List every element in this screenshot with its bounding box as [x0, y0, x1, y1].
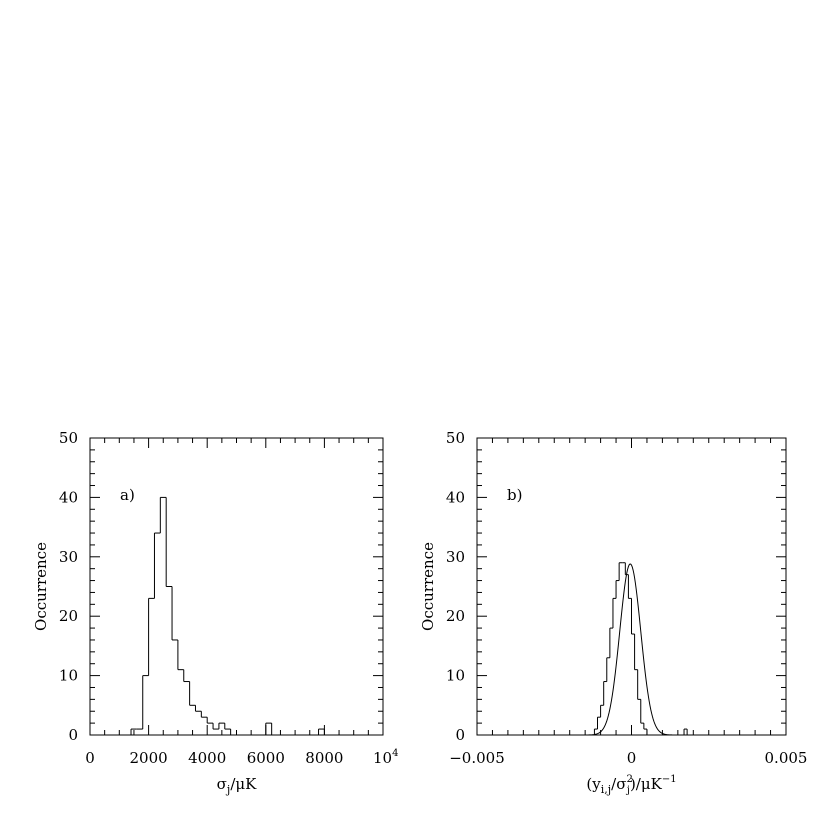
- y-tick-label: 0: [455, 726, 465, 744]
- y-tick-label: 20: [59, 607, 78, 625]
- x-tick-label: 6000: [247, 749, 285, 767]
- y-tick-label: 40: [446, 488, 465, 506]
- histogram: [477, 562, 786, 736]
- y-tick-label: 10: [446, 667, 465, 685]
- panel-b: −0.005 0 0.005 0 10 20 30 40 50 Occurrence (yi,j/σ…: [419, 429, 807, 796]
- x-axis-label: σj/μK: [217, 775, 257, 796]
- y-tick-label: 50: [59, 429, 78, 447]
- x-tick-label: 0: [627, 749, 637, 767]
- y-tick-label: 50: [446, 429, 465, 447]
- x-tick-label: 8000: [305, 749, 343, 767]
- x-tick-label-exponent: 4: [392, 748, 398, 759]
- x-tick-label: 4000: [188, 749, 226, 767]
- x-axis-label: (yi,j/σ2 j)/μK−1: [586, 774, 676, 796]
- y-tick-label: 30: [446, 548, 465, 566]
- y-axis-label: Occurrence: [419, 542, 437, 631]
- gaussian-fit-curve: [477, 563, 786, 736]
- histogram: [90, 496, 383, 736]
- y-tick-label: 10: [59, 667, 78, 685]
- x-tick-label: 0: [85, 749, 95, 767]
- y-axis-label: Occurrence: [32, 542, 50, 631]
- x-tick-label: −0.005: [449, 749, 505, 767]
- panel-label: a): [120, 486, 135, 504]
- plot-frame: [476, 437, 787, 736]
- x-tick-label: 2000: [130, 749, 168, 767]
- y-tick-label: 40: [59, 488, 78, 506]
- panel-a: 0 2000 4000 6000 8000 104 0 10 20 30 40 50 Occurrenc…: [32, 429, 398, 796]
- y-tick-label: 0: [68, 726, 78, 744]
- panel-label: b): [507, 486, 522, 504]
- y-tick-label: 30: [59, 548, 78, 566]
- x-tick-label: 0.005: [765, 749, 808, 767]
- x-tick-label: 104: [373, 748, 398, 767]
- y-tick-label: 20: [446, 607, 465, 625]
- plot-frame: [89, 437, 384, 736]
